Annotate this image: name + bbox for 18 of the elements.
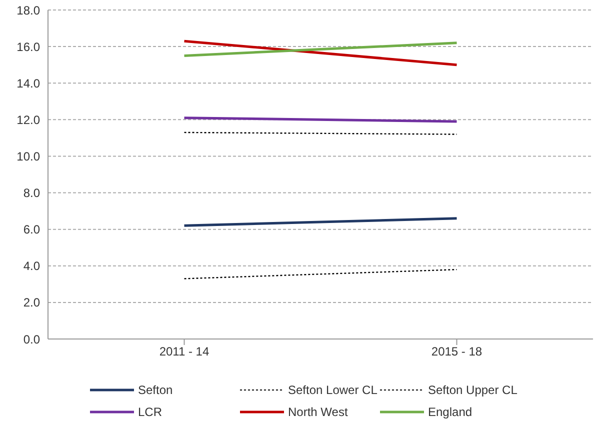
legend-label: Sefton Lower CL	[288, 383, 378, 397]
legend-label: Sefton Upper CL	[428, 383, 518, 397]
legend-label: England	[428, 405, 472, 419]
x-tick-label: 2011 - 14	[159, 344, 210, 359]
y-tick-label: 16.0	[16, 40, 40, 54]
y-tick-label: 12.0	[16, 112, 40, 127]
legend-label: Sefton	[138, 383, 173, 397]
x-tick-label: 2015 - 18	[431, 344, 482, 359]
y-tick-label: 10.0	[16, 149, 40, 164]
y-tick-label: 0.0	[23, 332, 40, 346]
y-tick-label: 6.0	[23, 222, 40, 237]
y-tick-label: 18.0	[16, 3, 40, 18]
legend-label: North West	[288, 405, 348, 419]
y-tick-label: 14.0	[16, 76, 40, 90]
y-tick-label: 2.0	[23, 296, 40, 310]
y-tick-label: 4.0	[23, 259, 40, 274]
legend-label: LCR	[138, 405, 162, 419]
y-tick-label: 8.0	[23, 186, 40, 200]
